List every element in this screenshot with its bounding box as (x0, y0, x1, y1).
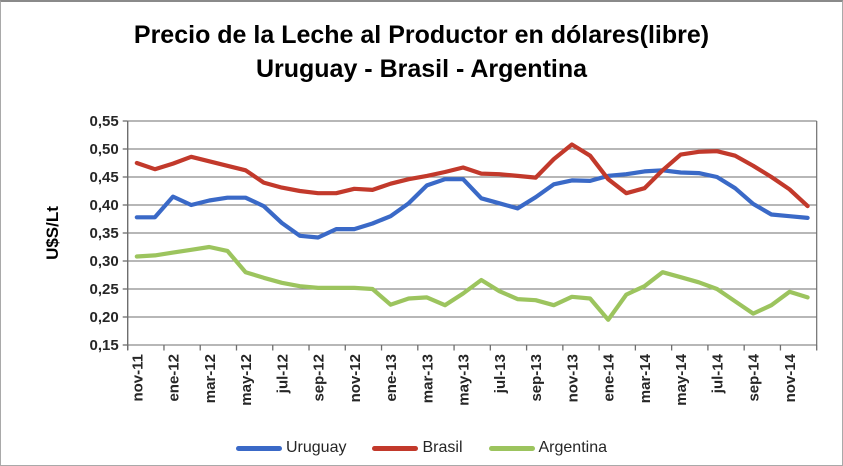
svg-text:jul-14: jul-14 (709, 353, 726, 394)
svg-text:0,15: 0,15 (89, 337, 118, 354)
legend-label-brasil: Brasil (422, 439, 463, 456)
legend-item-argentina: Argentina (488, 439, 608, 457)
svg-text:mar-14: mar-14 (637, 353, 654, 403)
chart-title-line2: Uruguay - Brasil - Argentina (255, 55, 588, 83)
svg-text:ene-14: ene-14 (601, 353, 618, 401)
svg-text:0,55: 0,55 (89, 113, 118, 130)
svg-text:mar-13: mar-13 (419, 354, 436, 403)
svg-text:0,25: 0,25 (89, 281, 118, 298)
svg-text:sep-12: sep-12 (311, 354, 328, 402)
legend: Uruguay Brasil Argentina (1, 439, 842, 457)
legend-swatch-argentina (488, 445, 535, 451)
svg-text:nov-11: nov-11 (129, 354, 146, 402)
svg-text:0,45: 0,45 (89, 169, 118, 186)
legend-label-uruguay: Uruguay (286, 439, 347, 456)
svg-text:sep-13: sep-13 (528, 354, 545, 402)
svg-text:ene-12: ene-12 (166, 354, 183, 402)
svg-text:sep-14: sep-14 (746, 353, 763, 401)
svg-text:U$S/Lt: U$S/Lt (43, 206, 62, 260)
legend-item-uruguay: Uruguay (236, 439, 346, 457)
svg-text:0,40: 0,40 (89, 197, 118, 214)
chart-title-line1: Precio de la Leche al Productor en dólar… (133, 21, 710, 49)
svg-text:0,50: 0,50 (89, 141, 118, 158)
svg-text:may-13: may-13 (456, 354, 473, 406)
svg-text:may-14: may-14 (673, 353, 690, 405)
svg-text:mar-12: mar-12 (202, 354, 219, 403)
svg-text:nov-13: nov-13 (564, 354, 581, 402)
svg-text:jul-13: jul-13 (492, 354, 509, 394)
chart-title: Precio de la Leche al Productor en dólar… (1, 18, 842, 86)
legend-swatch-brasil (372, 445, 419, 451)
svg-text:nov-12: nov-12 (347, 354, 364, 402)
legend-item-brasil: Brasil (372, 439, 463, 457)
svg-text:ene-13: ene-13 (383, 354, 400, 402)
legend-swatch-uruguay (236, 445, 282, 451)
svg-text:0,35: 0,35 (89, 225, 118, 242)
svg-text:nov-14: nov-14 (782, 353, 799, 402)
svg-text:may-12: may-12 (238, 354, 255, 406)
legend-label-argentina: Argentina (538, 439, 608, 456)
svg-text:0,30: 0,30 (89, 253, 118, 270)
svg-text:jul-12: jul-12 (274, 354, 291, 394)
svg-text:0,20: 0,20 (89, 309, 118, 326)
